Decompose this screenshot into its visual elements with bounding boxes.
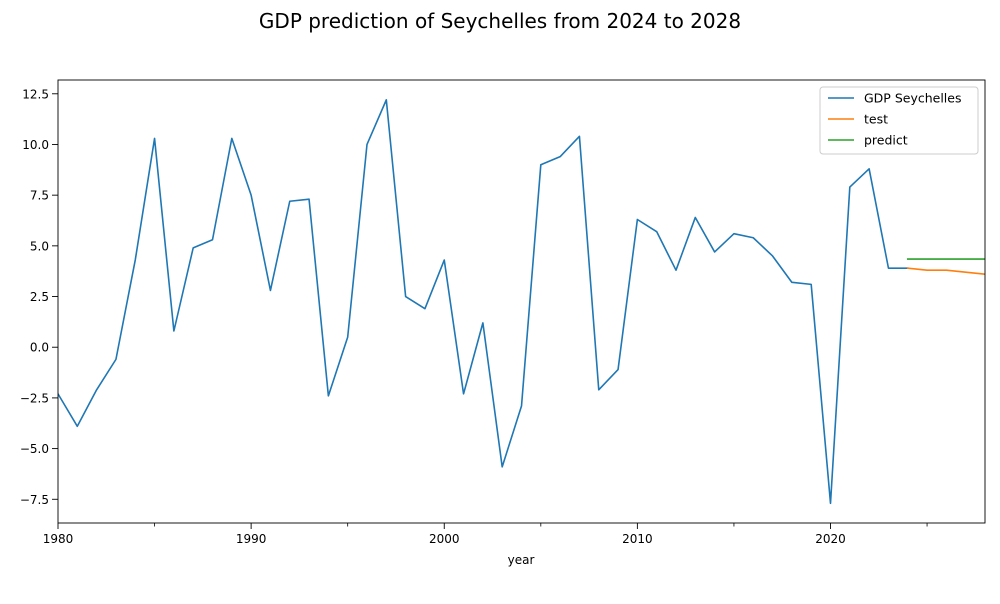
legend-label-gdp-seychelles: GDP Seychelles [864, 91, 961, 106]
y-tick-label: 7.5 [30, 189, 49, 203]
axes: 1980 1990 2000 2010 2020 −7.5 −5.0 −2.5 0.0 2.5 5.… [20, 79, 986, 546]
y-tick-label: 10.0 [22, 138, 49, 152]
legend-box [819, 86, 979, 155]
series-line-gdp-seychelles [58, 99, 909, 505]
series-lines [58, 99, 985, 505]
y-tick-label: 5.0 [30, 239, 49, 253]
axes-frame [57, 79, 986, 524]
series-line-test [906, 267, 985, 276]
y-tick-label: 2.5 [30, 290, 49, 304]
y-tick-label: −2.5 [20, 391, 49, 405]
y-tick-label: −5.0 [20, 442, 49, 456]
y-tick-label: 12.5 [22, 87, 49, 101]
legend-label-test: test [864, 112, 888, 127]
x-tick-label: 2010 [622, 532, 653, 546]
chart-title: GDP prediction of Seychelles from 2024 t… [259, 9, 741, 33]
x-tick-label: 2000 [429, 532, 460, 546]
legend: GDP Seychelles test predict [819, 86, 979, 155]
x-tick-label: 1990 [236, 532, 267, 546]
legend-label-predict: predict [864, 133, 908, 148]
plot-area [58, 99, 985, 505]
y-tick-label: −7.5 [20, 493, 49, 507]
x-tick-label: 1980 [43, 532, 74, 546]
y-tick-label: 0.0 [30, 341, 49, 355]
x-axis-label: year [508, 553, 535, 567]
x-tick-label: 2020 [815, 532, 846, 546]
